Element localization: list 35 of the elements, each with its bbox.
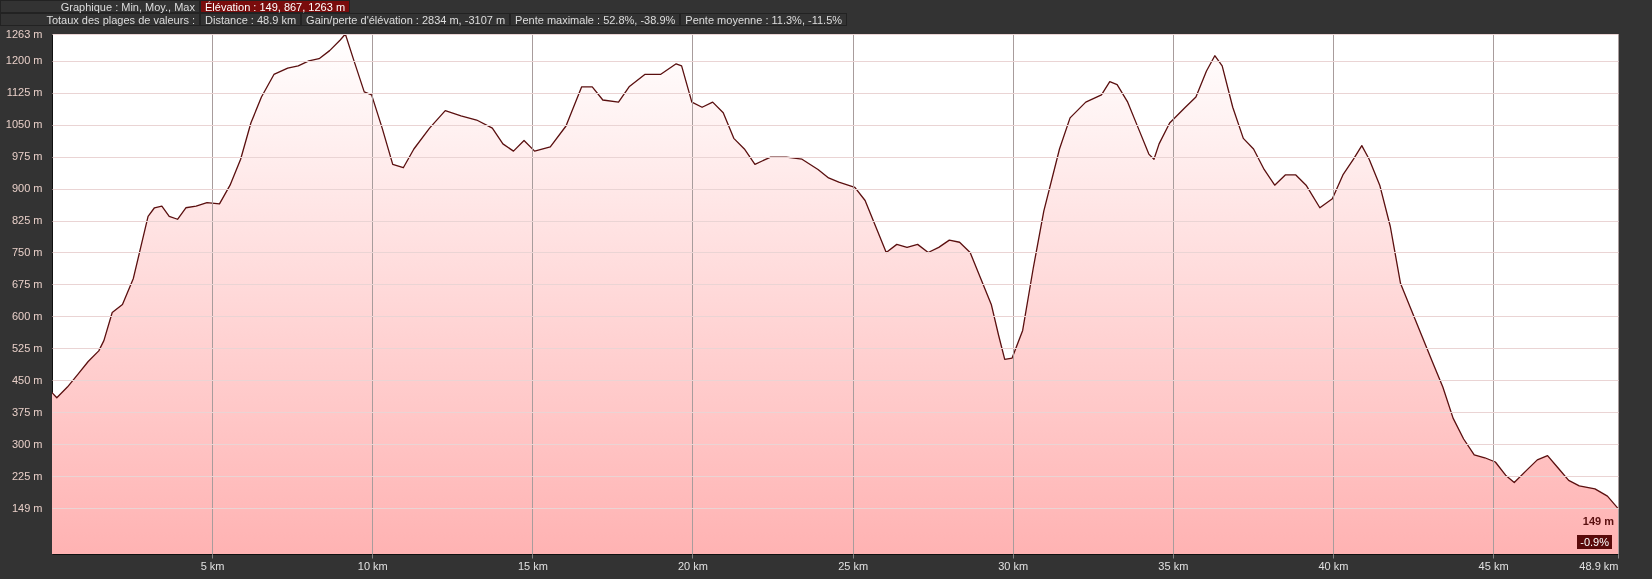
x-tick-label: 15 km	[517, 559, 548, 572]
y-tick-label: 1050 m	[5, 118, 43, 131]
y-tick-label: 750 m	[11, 245, 43, 258]
text: Gain/perte d'élévation : 2834 m, -3107 m	[301, 13, 511, 26]
x-tick-label: 25 km	[838, 559, 869, 572]
x-tick-label: 35 km	[1158, 559, 1189, 572]
y-tick-label: 300 m	[11, 437, 43, 450]
annotation: 149 m	[1582, 515, 1615, 528]
y-tick-label: 600 m	[11, 309, 43, 322]
y-tick-label: 525 m	[11, 341, 43, 354]
y-tick-label: 825 m	[11, 214, 43, 227]
y-tick-label: 149 m	[11, 501, 43, 514]
x-tick-label: 20 km	[678, 559, 708, 572]
text: Graphique : Min, Moy., Max	[0, 0, 200, 13]
x-tick-label: 5 km	[200, 559, 225, 572]
y-tick-label: 375 m	[11, 405, 43, 418]
text: Distance : 48.9 km	[200, 13, 302, 26]
y-tick-label: 1125 m	[6, 86, 43, 99]
y-tick-label: 450 m	[11, 373, 43, 386]
y-tick-label: 975 m	[11, 150, 43, 163]
y-tick-label: 225 m	[11, 469, 43, 482]
x-tick-label: 48.9 km	[1579, 559, 1619, 572]
y-tick-label: 675 m	[11, 277, 43, 290]
text: Totaux des plages de valeurs :	[0, 13, 200, 26]
x-tick-label: 30 km	[998, 559, 1029, 572]
x-tick-label: 40 km	[1318, 559, 1349, 572]
annotation: -0.9%	[1577, 535, 1612, 549]
text: Pente moyenne : 11.3%, -11.5%	[680, 13, 848, 26]
y-tick-label: 900 m	[11, 182, 43, 195]
x-tick-label: 45 km	[1478, 559, 1509, 572]
text: Pente maximale : 52.8%, -38.9%	[510, 13, 681, 26]
x-tick-label: 10 km	[357, 559, 388, 572]
text: Élévation : 149, 867, 1263 m	[200, 0, 351, 13]
y-tick-label: 1200 m	[5, 54, 43, 67]
y-tick-label: 1263 m	[5, 27, 43, 40]
